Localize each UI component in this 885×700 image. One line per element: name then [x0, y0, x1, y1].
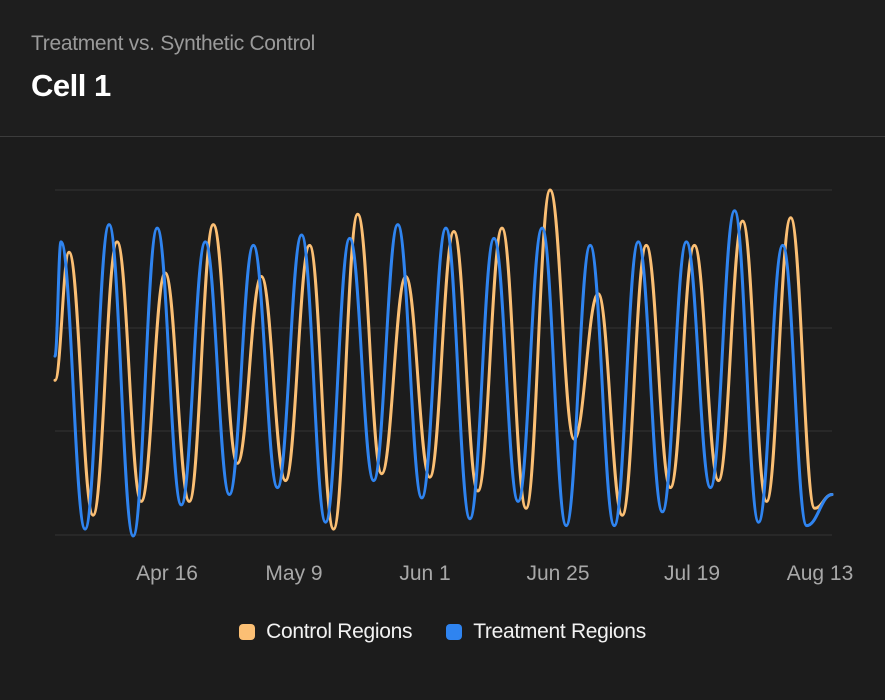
chart-header: Treatment vs. Synthetic Control Cell 1: [0, 0, 885, 137]
chart-legend: Control Regions Treatment Regions: [0, 620, 885, 644]
x-tick-label: Jun 1: [399, 562, 450, 585]
x-tick-label: Jul 19: [664, 562, 720, 585]
chart-subtitle: Treatment vs. Synthetic Control: [31, 32, 316, 55]
x-tick-label: Jun 25: [526, 562, 589, 585]
chart-title: Cell 1: [31, 68, 111, 103]
series-line-treatment: [53, 209, 834, 538]
legend-item-control[interactable]: Control Regions: [239, 620, 412, 644]
treatment-swatch: [446, 624, 463, 640]
series-line-control: [53, 188, 834, 531]
legend-item-treatment[interactable]: Treatment Regions: [446, 620, 646, 644]
x-tick-label: Apr 16: [136, 562, 198, 585]
legend-label-treatment: Treatment Regions: [473, 620, 646, 643]
line-chart: Apr 16 May 9 Jun 1 Jun 25 Jul 19 Aug 13: [53, 188, 854, 585]
x-tick-label: May 9: [265, 562, 322, 585]
chart-area: Apr 16 May 9 Jun 1 Jun 25 Jul 19 Aug 13: [0, 138, 885, 700]
x-tick-label: Aug 13: [787, 562, 854, 585]
control-swatch: [239, 624, 256, 640]
legend-label-control: Control Regions: [266, 620, 413, 643]
